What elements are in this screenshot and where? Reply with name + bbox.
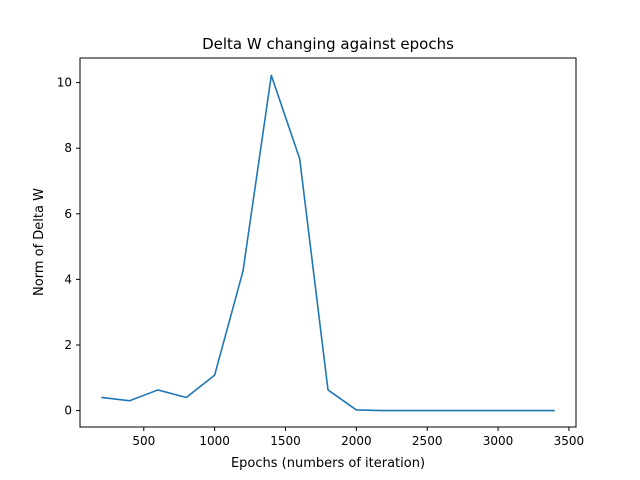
x-axis: 500 1000 1500 2000 2500 3000 3500 [132, 427, 584, 448]
y-tick-label: 6 [64, 207, 72, 221]
y-tick-label: 2 [64, 338, 72, 352]
plot-frame [79, 57, 577, 428]
x-tick-label: 3500 [554, 434, 585, 448]
y-tick-label: 0 [64, 404, 72, 418]
chart-title: Delta W changing against epochs [202, 35, 454, 53]
y-tick-label: 4 [64, 272, 72, 286]
series-layer [101, 74, 555, 412]
x-tick-label: 3000 [483, 434, 514, 448]
x-tick-label: 2000 [341, 434, 372, 448]
x-tick-label: 500 [132, 434, 155, 448]
x-tick-label: 1000 [199, 434, 230, 448]
x-tick-label: 2500 [412, 434, 443, 448]
y-tick-label: 8 [64, 141, 72, 155]
y-tick-label: 10 [57, 76, 72, 90]
x-axis-label: Epochs (numbers of iteration) [231, 456, 425, 471]
y-axis: 0 2 4 6 8 10 [57, 76, 80, 418]
series-line-0 [101, 74, 555, 412]
x-tick-label: 1500 [270, 434, 301, 448]
y-axis-label: Norm of Delta W [32, 188, 47, 296]
